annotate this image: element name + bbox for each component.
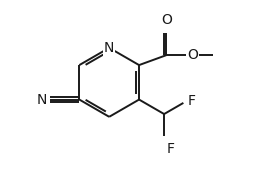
- Text: O: O: [187, 48, 198, 62]
- Text: F: F: [188, 94, 196, 108]
- Text: F: F: [166, 142, 174, 156]
- Text: O: O: [161, 13, 172, 27]
- Text: N: N: [37, 93, 47, 107]
- Text: N: N: [104, 41, 114, 55]
